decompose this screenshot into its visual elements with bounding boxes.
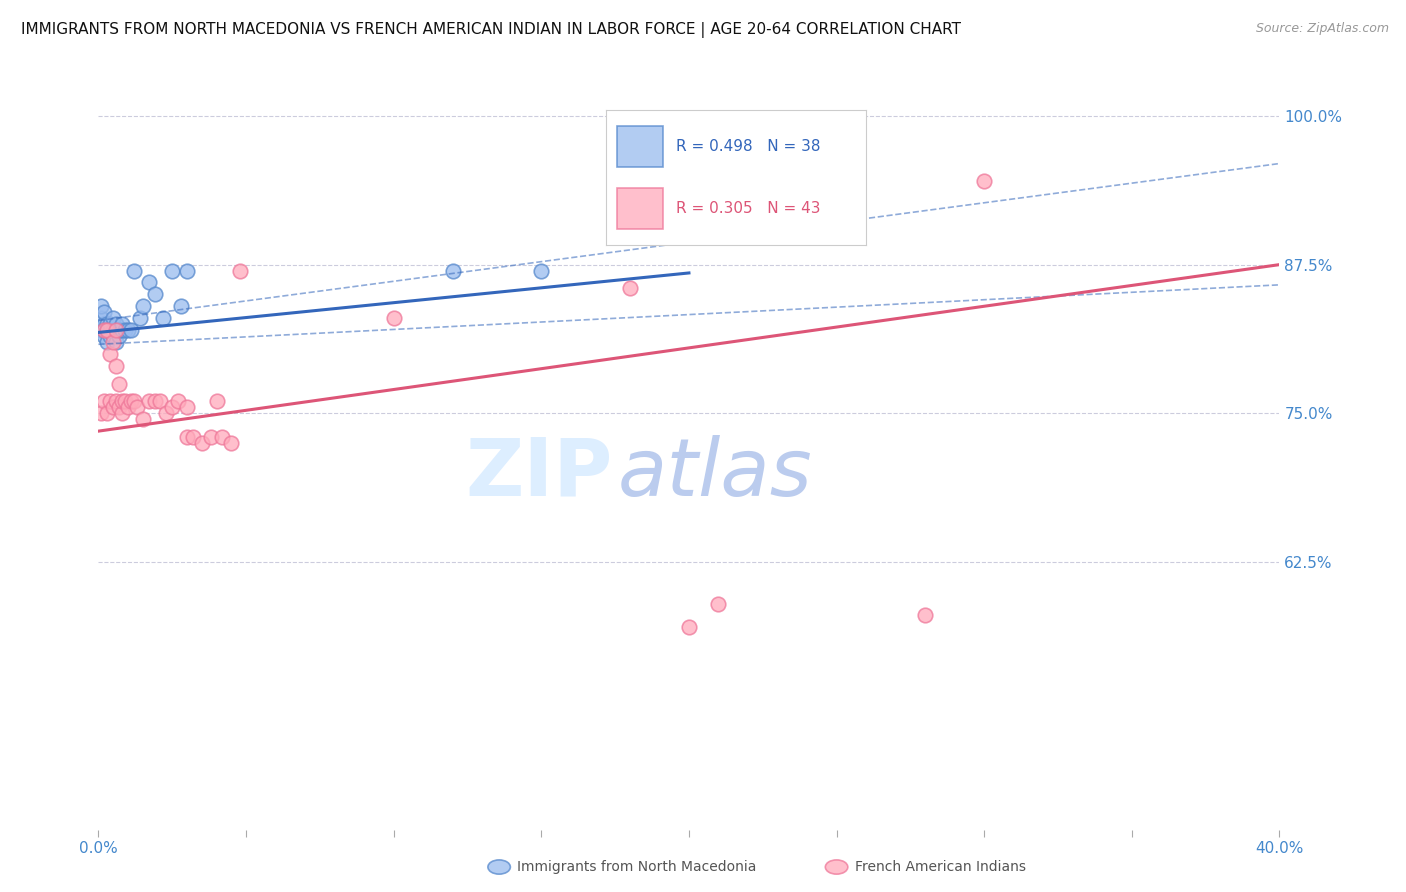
Point (108, 329, 131, 343)
Point (132, 412, 155, 426)
Point (619, 281, 641, 295)
Point (229, 263, 252, 277)
Point (128, 311, 150, 326)
Point (93, 323, 115, 337)
Point (90, 299, 112, 313)
Point (181, 430, 204, 444)
Text: IMMIGRANTS FROM NORTH MACEDONIA VS FRENCH AMERICAN INDIAN IN LABOR FORCE | AGE 2: IMMIGRANTS FROM NORTH MACEDONIA VS FRENC… (21, 22, 962, 38)
Point (114, 394, 136, 409)
Point (108, 323, 131, 337)
Point (103, 401, 125, 415)
Point (114, 323, 136, 337)
Point (96, 323, 118, 337)
Point (90, 406, 112, 420)
Point (221, 436, 243, 450)
Point (117, 323, 139, 337)
Point (143, 287, 166, 301)
Point (93, 317, 115, 331)
Point (111, 317, 134, 331)
Point (105, 317, 128, 331)
Point (96, 323, 118, 337)
Point (122, 263, 145, 277)
Point (117, 401, 139, 415)
Point (170, 299, 193, 313)
Text: French American Indians: French American Indians (855, 860, 1026, 874)
Point (530, 263, 553, 277)
Point (93, 323, 115, 337)
Point (108, 401, 131, 415)
Point (93, 394, 115, 409)
Point (176, 430, 198, 444)
Point (211, 430, 233, 444)
Text: Immigrants from North Macedonia: Immigrants from North Macedonia (517, 860, 756, 874)
Point (105, 334, 128, 349)
Text: atlas: atlas (619, 434, 813, 513)
Point (143, 394, 166, 409)
Point (111, 406, 134, 420)
Point (90, 323, 112, 337)
Point (103, 311, 125, 326)
Point (105, 323, 128, 337)
Point (96, 317, 118, 331)
Point (98, 317, 121, 331)
Point (103, 323, 125, 337)
Point (678, 620, 700, 634)
Point (111, 394, 134, 409)
Point (707, 597, 730, 611)
Point (96, 334, 118, 349)
Point (90, 311, 112, 326)
Point (98, 329, 121, 343)
Point (200, 430, 222, 444)
Point (205, 394, 228, 409)
Point (167, 394, 190, 409)
Point (93, 305, 115, 319)
Point (120, 394, 142, 409)
Point (93, 329, 115, 343)
Point (96, 406, 118, 420)
Point (105, 323, 128, 337)
Point (98, 394, 121, 409)
Point (382, 311, 405, 326)
Point (98, 347, 121, 361)
Point (152, 311, 174, 326)
Point (111, 323, 134, 337)
Point (441, 263, 464, 277)
Point (973, 174, 995, 188)
Point (108, 376, 131, 391)
Point (162, 263, 183, 277)
Text: Source: ZipAtlas.com: Source: ZipAtlas.com (1256, 22, 1389, 36)
Point (176, 263, 198, 277)
Point (103, 329, 125, 343)
Point (122, 394, 145, 409)
Point (176, 401, 198, 415)
Point (98, 323, 121, 337)
Point (96, 323, 118, 337)
Point (105, 394, 128, 409)
Point (155, 406, 177, 420)
Point (914, 608, 936, 623)
Point (149, 394, 172, 409)
Point (162, 401, 183, 415)
Point (120, 323, 142, 337)
Point (103, 334, 125, 349)
Point (125, 401, 148, 415)
Point (191, 436, 214, 450)
Point (132, 299, 155, 313)
Point (138, 276, 160, 290)
Text: ZIP: ZIP (465, 434, 612, 513)
Point (105, 359, 128, 373)
Point (138, 394, 160, 409)
